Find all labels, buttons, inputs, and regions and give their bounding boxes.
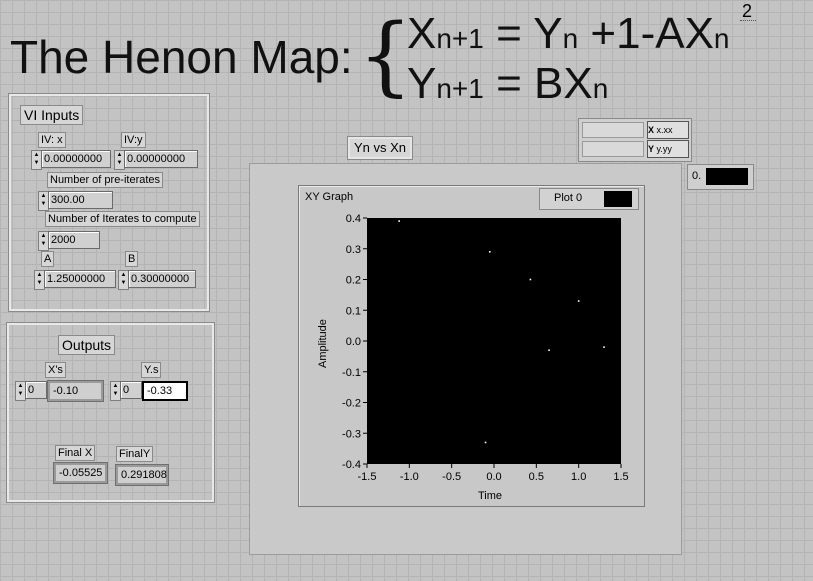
scale-x-label: X — [648, 125, 655, 135]
plot-legend[interactable]: Plot 0 — [539, 188, 639, 210]
page-title: The Henon Map: — [10, 31, 353, 83]
x-tick-label: 1.0 — [571, 471, 586, 483]
ys-index-input[interactable]: 0 — [120, 381, 142, 399]
xs-index-control[interactable]: ▲ ▼ 0 — [15, 381, 47, 401]
plot-legend-label: Plot 0 — [554, 192, 583, 204]
scale-y-label: Y — [648, 144, 655, 154]
x-tick-label: -1.0 — [400, 471, 419, 483]
y-tick-label: -0.2 — [342, 398, 361, 410]
b-input[interactable]: 0.30000000 — [128, 270, 196, 288]
a-control[interactable]: ▲ ▼ 1.25000000 — [34, 270, 116, 290]
iv-y-control[interactable]: ▲ ▼ 0.00000000 — [114, 150, 198, 170]
y-tick-label: 0.3 — [346, 244, 361, 256]
x-axis-label: Time — [478, 490, 503, 502]
cursor-legend: 0. — [687, 164, 754, 190]
plot-legend-swatch — [604, 191, 632, 207]
graph-caption-label: Yn vs Xn — [346, 136, 414, 160]
x-ticks: -1.5 -1.0 -0.5 0.0 0.5 1.0 1.5 — [358, 464, 629, 483]
final-y-label: FinalY — [116, 446, 154, 462]
b-label: B — [125, 251, 139, 267]
plot-area — [367, 218, 621, 464]
scale-x-name-box — [582, 122, 644, 138]
outputs-heading: Outputs — [58, 335, 116, 355]
x-tick-label: 0.0 — [486, 471, 501, 483]
preiterates-label: Number of pre-iterates — [47, 172, 164, 188]
ys-label: Y.s — [141, 362, 162, 378]
y-tick-label: -0.1 — [342, 367, 361, 379]
iv-x-control[interactable]: ▲ ▼ 0.00000000 — [31, 150, 111, 170]
b-control[interactable]: ▲ ▼ 0.30000000 — [118, 270, 196, 290]
iv-y-label: IV:y — [121, 132, 146, 148]
cursor-value: 0. — [692, 170, 702, 182]
equation-brace: { — [358, 6, 413, 106]
iterates-label: Number of Iterates to compute — [45, 211, 200, 227]
chart-svg: 0.4 0.3 0.2 0.1 0.0 -0.1 -0.2 -0.3 -0.4 -1.5 -1.0… — [342, 213, 629, 483]
y-tick-label: 0.0 — [346, 336, 361, 348]
scale-legend: X x.xx Y y.yy — [578, 118, 692, 162]
iv-x-input[interactable]: 0.00000000 — [41, 150, 111, 168]
scale-x-format: x.xx — [656, 125, 673, 135]
x-tick-label: -0.5 — [442, 471, 461, 483]
x-tick-label: 0.5 — [529, 471, 544, 483]
final-y-value: 0.291808 — [115, 464, 169, 486]
data-point — [548, 349, 550, 352]
y-tick-label: -0.4 — [342, 459, 361, 471]
scale-y-name-box — [582, 141, 644, 157]
final-x-value: -0.05525 — [53, 462, 108, 484]
xs-index-input[interactable]: 0 — [25, 381, 47, 399]
iv-y-input[interactable]: 0.00000000 — [124, 150, 198, 168]
y-tick-label: 0.1 — [346, 305, 361, 317]
xs-label: X's — [45, 362, 66, 378]
x-tick-label: 1.5 — [613, 471, 628, 483]
inputs-group — [8, 93, 210, 312]
scale-y-format-button[interactable]: Y y.yy — [647, 140, 689, 158]
equation-line-1: Xn+1 = Yn +1-AXn — [407, 9, 730, 58]
data-point — [529, 278, 532, 281]
plot-points — [398, 220, 605, 444]
ys-array-value: -0.33 — [142, 381, 188, 401]
exponent-marker — [740, 20, 756, 27]
final-x-label: Final X — [55, 445, 96, 461]
iv-x-label: IV: x — [38, 132, 66, 148]
data-point — [484, 441, 487, 444]
scale-x-format-button[interactable]: X x.xx — [647, 121, 689, 139]
iterates-control[interactable]: ▲ ▼ 2000 — [38, 231, 100, 251]
iterates-input[interactable]: 2000 — [48, 231, 100, 249]
xs-array-value: -0.10 — [47, 380, 104, 402]
preiterates-control[interactable]: ▲ ▼ 300.00 — [38, 191, 113, 211]
cursor-color-swatch[interactable] — [706, 168, 748, 185]
ys-index-control[interactable]: ▲ ▼ 0 — [110, 381, 142, 401]
data-point — [577, 300, 580, 302]
y-tick-label: 0.4 — [346, 213, 361, 225]
preiterates-input[interactable]: 300.00 — [48, 191, 113, 209]
graph-name: XY Graph — [305, 191, 354, 203]
inputs-heading: VI Inputs — [20, 105, 84, 125]
y-ticks: 0.4 0.3 0.2 0.1 0.0 -0.1 -0.2 -0.3 -0.4 — [342, 213, 367, 471]
data-point — [603, 346, 605, 348]
y-axis-label: Amplitude — [317, 319, 329, 368]
y-tick-label: -0.3 — [342, 428, 361, 440]
data-point — [398, 220, 400, 222]
outputs-group — [6, 322, 215, 503]
a-label: A — [41, 251, 55, 267]
y-tick-label: 0.2 — [346, 275, 361, 287]
scale-y-format: y.yy — [656, 144, 672, 154]
data-point — [488, 251, 491, 253]
equation-line-2: Yn+1 = BXn — [407, 59, 609, 108]
a-input[interactable]: 1.25000000 — [44, 270, 116, 288]
x-tick-label: -1.5 — [358, 471, 377, 483]
exponent-label: 2 — [742, 1, 753, 21]
